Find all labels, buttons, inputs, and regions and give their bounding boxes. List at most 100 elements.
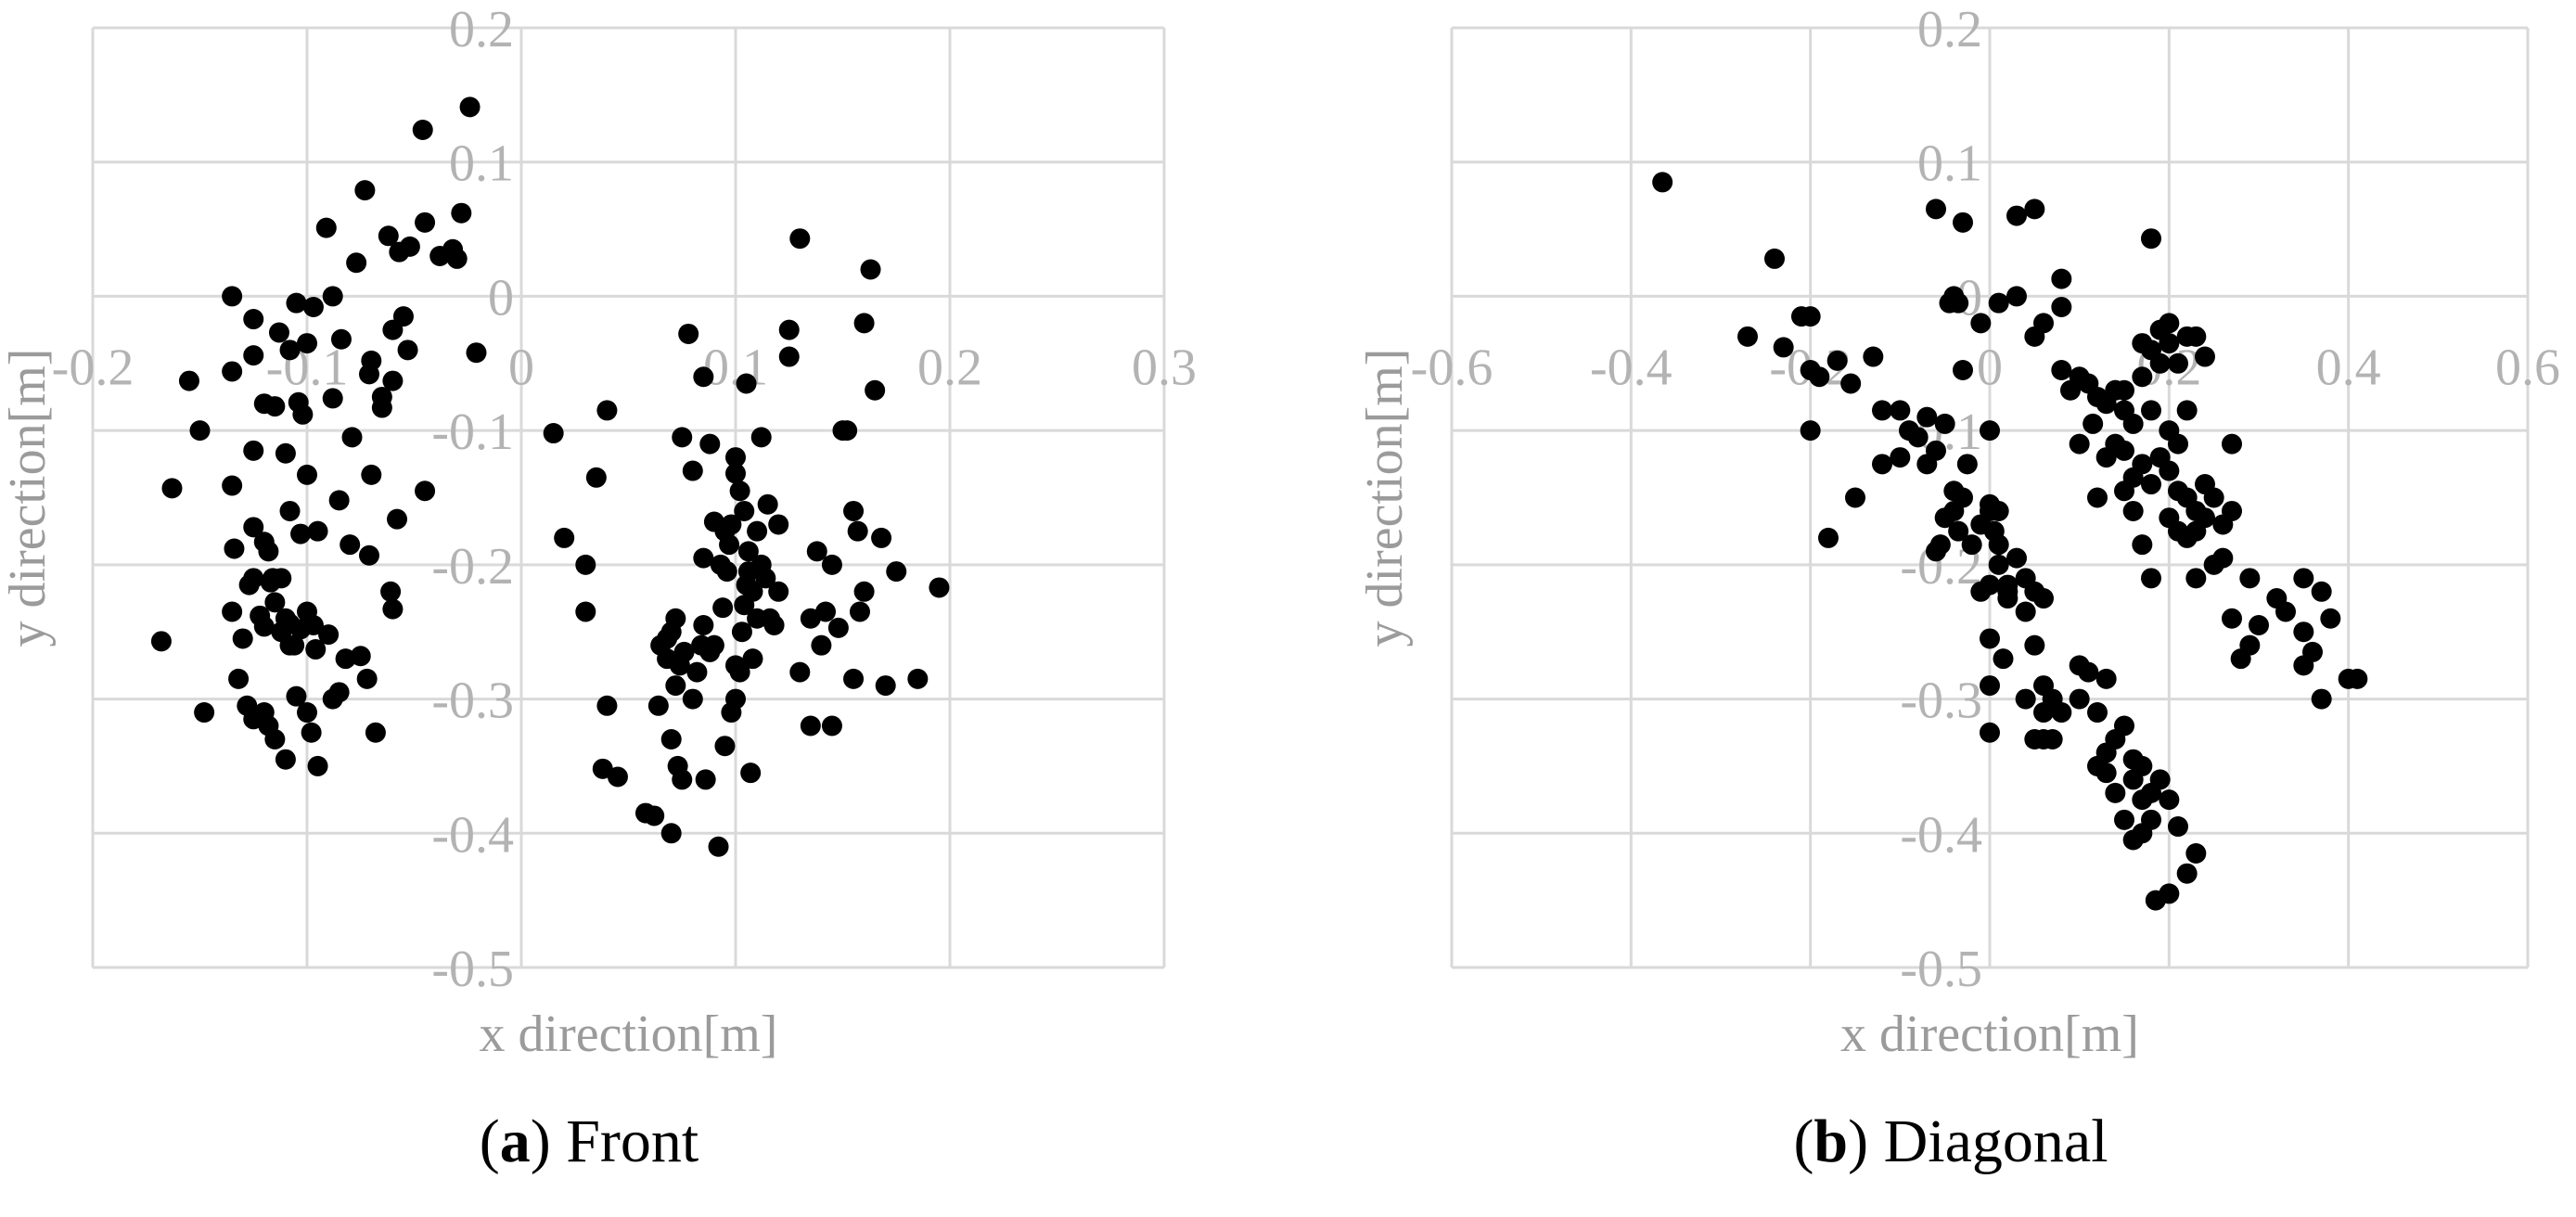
data-point bbox=[1845, 487, 1865, 508]
data-point bbox=[660, 728, 682, 749]
data-point bbox=[2024, 199, 2045, 220]
data-point bbox=[2293, 568, 2314, 589]
data-point bbox=[875, 675, 896, 697]
data-point bbox=[264, 728, 286, 749]
data-point bbox=[657, 648, 678, 670]
data-point bbox=[1737, 326, 1758, 347]
data-point bbox=[1652, 172, 1673, 193]
y-tick-label: 0 bbox=[488, 269, 514, 327]
data-point bbox=[747, 608, 768, 629]
data-point bbox=[2149, 769, 2171, 790]
data-point bbox=[2168, 352, 2188, 374]
data-point bbox=[740, 762, 762, 784]
data-point bbox=[297, 333, 317, 354]
x-tick-label: 0.3 bbox=[1132, 339, 1197, 396]
data-point bbox=[194, 702, 215, 724]
data-point bbox=[2222, 433, 2242, 455]
data-point bbox=[672, 427, 693, 448]
y-tick-label: 0.2 bbox=[1917, 1, 1982, 58]
panel-diagonal: 0.20.10-0.1-0.2-0.3-0.4-0.5-0.6-0.4-0.20… bbox=[1356, 1, 2560, 1175]
data-point bbox=[2095, 762, 2117, 784]
data-point bbox=[341, 427, 363, 448]
data-point bbox=[412, 119, 433, 140]
data-point bbox=[382, 598, 404, 620]
y-tick-label: -0.4 bbox=[431, 806, 514, 864]
data-point bbox=[302, 614, 324, 635]
data-point bbox=[2149, 352, 2171, 374]
data-point bbox=[695, 769, 716, 790]
data-point bbox=[800, 715, 821, 737]
data-point bbox=[2249, 614, 2269, 635]
data-point bbox=[322, 388, 343, 409]
data-point bbox=[399, 236, 420, 257]
data-point bbox=[2033, 313, 2054, 334]
panel-caption: (a) Front bbox=[480, 1108, 699, 1175]
data-point bbox=[1926, 541, 1946, 562]
data-point bbox=[2105, 379, 2126, 401]
data-point bbox=[459, 96, 481, 118]
data-point bbox=[853, 313, 875, 334]
data-point bbox=[737, 541, 759, 562]
data-point bbox=[2087, 487, 2108, 508]
data-point bbox=[2275, 601, 2296, 622]
y-tick-label: -0.5 bbox=[431, 941, 514, 998]
data-point bbox=[703, 634, 724, 656]
data-point bbox=[275, 442, 296, 464]
data-point bbox=[2122, 500, 2144, 521]
data-point bbox=[305, 639, 327, 660]
data-point bbox=[264, 396, 286, 417]
data-point bbox=[647, 695, 669, 716]
data-point bbox=[2024, 581, 2045, 602]
data-point bbox=[1764, 248, 1785, 269]
data-point bbox=[2006, 547, 2027, 569]
data-point bbox=[712, 597, 734, 619]
data-point bbox=[2078, 661, 2099, 683]
data-point bbox=[665, 675, 686, 697]
data-point bbox=[2114, 715, 2134, 737]
data-point bbox=[2015, 688, 2036, 710]
data-point bbox=[275, 749, 296, 770]
data-point bbox=[365, 722, 386, 743]
data-point bbox=[1961, 534, 1982, 556]
y-axis-title: y direction[m] bbox=[0, 349, 57, 647]
data-point bbox=[2195, 346, 2215, 367]
y-tick-label: 0.2 bbox=[449, 1, 514, 58]
data-point bbox=[1916, 406, 1938, 428]
data-point bbox=[853, 581, 875, 602]
data-point bbox=[2159, 789, 2180, 811]
data-point bbox=[224, 538, 245, 559]
data-point bbox=[716, 561, 737, 583]
data-point bbox=[660, 823, 682, 844]
data-point bbox=[2087, 702, 2108, 724]
data-point bbox=[725, 447, 746, 468]
data-point bbox=[575, 601, 596, 622]
y-tick-label: 0.1 bbox=[449, 135, 514, 193]
data-point bbox=[1997, 588, 2019, 609]
x-tick-label: 0.6 bbox=[2495, 339, 2560, 396]
data-point bbox=[2168, 816, 2188, 838]
caption-text: Diagonal bbox=[1884, 1108, 2108, 1175]
data-point bbox=[290, 523, 312, 544]
data-point bbox=[2033, 702, 2054, 724]
data-point bbox=[708, 836, 729, 857]
data-point bbox=[2132, 534, 2153, 556]
x-axis-title: x direction[m] bbox=[1840, 1006, 2139, 1063]
data-point bbox=[397, 339, 418, 361]
data-point bbox=[585, 467, 607, 488]
data-point bbox=[1988, 554, 2009, 575]
data-point bbox=[243, 517, 264, 538]
data-point bbox=[1800, 420, 1821, 442]
data-point bbox=[1988, 500, 2009, 521]
data-point bbox=[346, 252, 367, 274]
data-point bbox=[2185, 842, 2207, 864]
data-point bbox=[644, 805, 665, 826]
x-axis-title: x direction[m] bbox=[480, 1006, 778, 1063]
data-point bbox=[2347, 668, 2368, 689]
data-point bbox=[699, 433, 721, 455]
data-point bbox=[2185, 326, 2207, 347]
data-point bbox=[678, 323, 699, 344]
data-point bbox=[322, 286, 343, 307]
data-point bbox=[2114, 440, 2134, 461]
panel-caption: (b) Diagonal bbox=[1793, 1108, 2108, 1175]
data-point bbox=[1890, 447, 1911, 468]
